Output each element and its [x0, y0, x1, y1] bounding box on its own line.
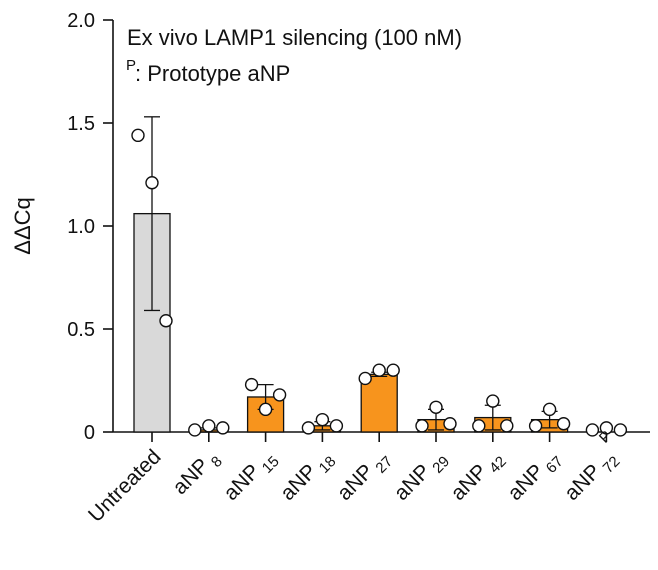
- x-tick-label: aNP8: [168, 445, 225, 502]
- chart-title: Ex vivo LAMP1 silencing (100 nM): [127, 25, 462, 50]
- x-tick-label-base: aNP: [219, 460, 264, 505]
- data-point: [358, 371, 372, 386]
- y-tick-label: 1.5: [67, 113, 95, 135]
- x-tick-label: aNP42: [447, 445, 510, 508]
- data-point: [486, 394, 500, 408]
- x-tick-label-subscript: 29: [429, 453, 453, 477]
- x-tick-label-base: aNP: [560, 460, 605, 505]
- data-point: [613, 423, 628, 437]
- data-point: [301, 421, 316, 435]
- x-tick-labels-group: Untreated aNP8aNP15aNP18aNP27aNP29aNP42aN…: [84, 428, 623, 527]
- y-axis-label: ΔΔCq: [10, 197, 35, 255]
- data-point: [159, 314, 173, 328]
- x-tick-label-subscript: 42: [486, 453, 510, 477]
- x-tick-label-subscript: 67: [543, 453, 567, 477]
- x-tick-label-base: Untreated: [84, 445, 165, 526]
- x-tick-label: aNP15: [219, 445, 282, 508]
- data-point: [472, 419, 486, 433]
- data-point: [272, 388, 287, 402]
- x-tick-label: aNP27: [333, 445, 396, 508]
- data-point: [429, 400, 443, 414]
- data-point: [258, 402, 273, 417]
- data-points-group: [131, 128, 628, 437]
- x-tick-label-base: aNP: [276, 460, 321, 505]
- x-tick-label-base: aNP: [168, 454, 213, 499]
- x-tick-label-base: aNP: [390, 460, 435, 505]
- legend-note-text: : Prototype aNP: [135, 61, 290, 86]
- data-point: [585, 423, 600, 437]
- data-point: [542, 402, 557, 417]
- y-tick-label: 1.0: [67, 216, 95, 238]
- x-tick-label-subscript: 18: [316, 453, 340, 477]
- x-tick-label-base: aNP: [503, 460, 548, 505]
- x-tick-label: Untreated: [84, 445, 165, 526]
- x-tick-label: aNP29: [390, 445, 453, 508]
- data-point: [202, 419, 216, 433]
- error-bars-group: [144, 116, 558, 433]
- legend-note-marker: P: [126, 57, 136, 74]
- data-point: [556, 417, 571, 431]
- data-point: [329, 419, 344, 433]
- data-point: [244, 377, 259, 392]
- data-point: [131, 128, 145, 143]
- data-point: [599, 421, 614, 435]
- x-tick-label: aNP72: [560, 445, 623, 508]
- data-point: [528, 419, 543, 433]
- data-point: [415, 419, 429, 433]
- data-point: [216, 421, 230, 435]
- x-tick-label-subscript: 27: [372, 453, 396, 477]
- x-tick-label-base: aNP: [333, 460, 378, 505]
- y-tick-label: 2.0: [67, 10, 95, 32]
- data-point: [145, 176, 159, 190]
- data-point: [443, 417, 457, 431]
- data-point: [386, 363, 400, 377]
- bars-group: [133, 212, 569, 433]
- data-point: [372, 363, 386, 377]
- x-tick-label-base: aNP: [447, 460, 492, 505]
- x-tick-label-subscript: 15: [259, 453, 283, 477]
- x-tick-label: aNP18: [276, 445, 339, 508]
- y-tick-label: 0.5: [67, 319, 95, 341]
- data-point: [500, 419, 514, 433]
- data-point: [315, 412, 330, 427]
- x-tick-label: aNP67: [503, 445, 566, 508]
- data-point: [188, 423, 202, 437]
- y-axis: 0 0.5 1.0 1.5 2.0: [67, 10, 114, 444]
- x-tick-label-subscript: 72: [600, 453, 624, 477]
- y-tick-label: 0: [84, 422, 95, 444]
